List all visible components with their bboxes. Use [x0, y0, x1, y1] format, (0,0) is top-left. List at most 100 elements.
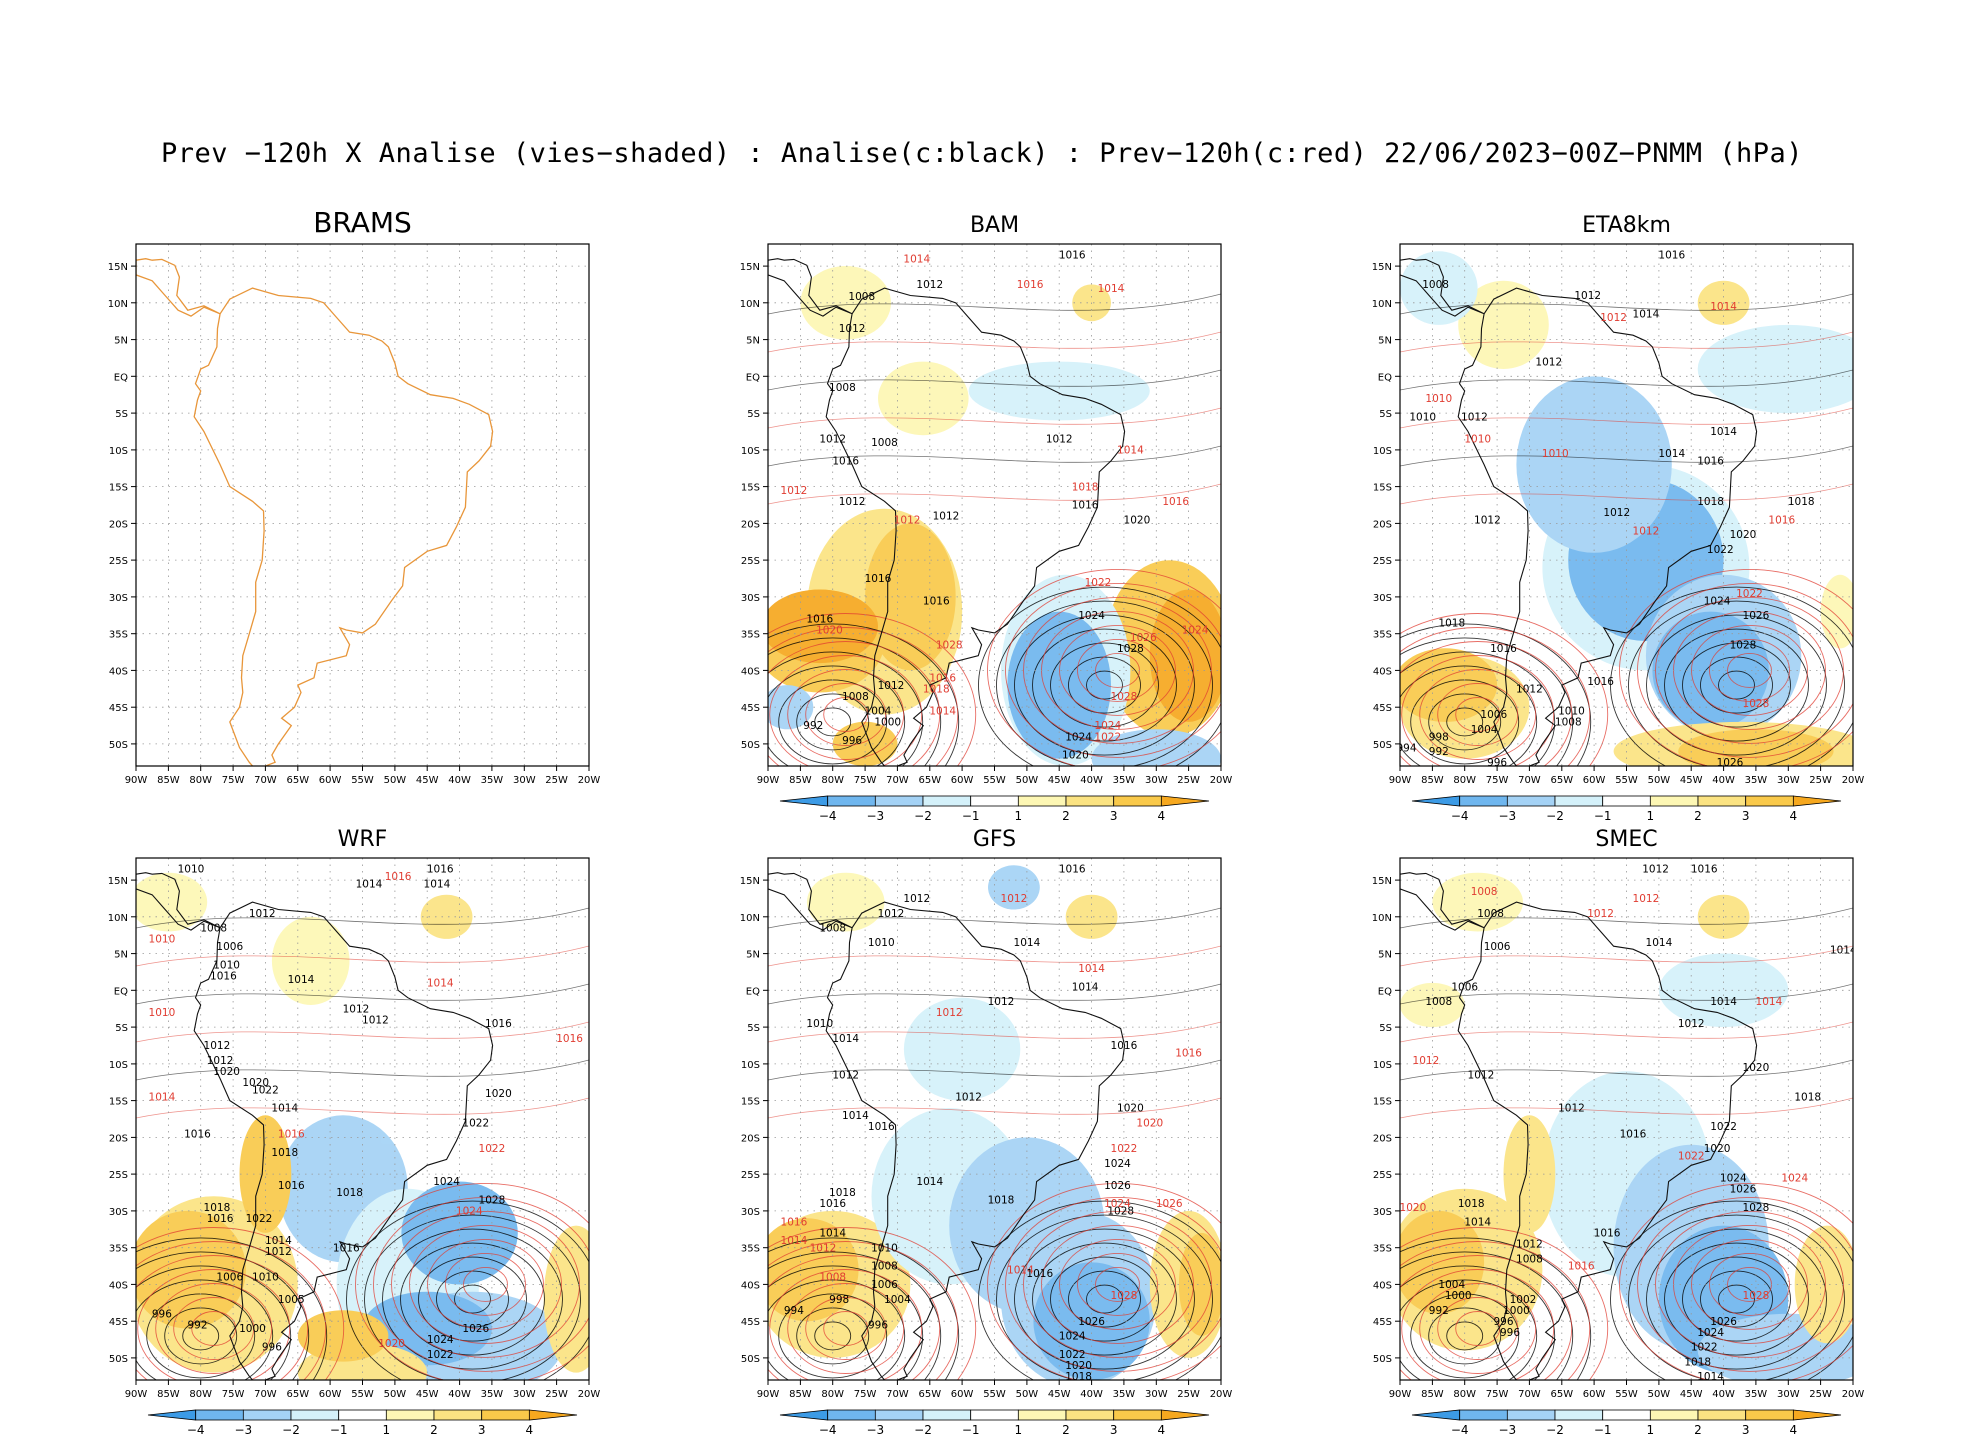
isobar-label: 1008: [200, 923, 227, 935]
colorbar-label: −2: [282, 1423, 300, 1436]
isobar: [1446, 1321, 1484, 1351]
y-tick-label: 20S: [109, 519, 128, 530]
isobar-label: 1010: [149, 934, 176, 946]
isobar: [1610, 1200, 1853, 1380]
isobar: [400, 1242, 545, 1356]
isobar-label: 998: [829, 1294, 849, 1306]
isobar-label: 1026: [1717, 757, 1744, 769]
isobar-label: 1012: [916, 279, 943, 291]
map-grid: [136, 858, 589, 1380]
colorbar-segment: [1160, 1409, 1210, 1421]
isobar-label: 1004: [865, 706, 892, 718]
isobar: [787, 1283, 905, 1374]
isobar-label: 1020: [1136, 1117, 1163, 1129]
isobar: [1664, 628, 1809, 742]
colorbar-segment: [874, 1409, 924, 1421]
isobar: [1718, 1284, 1755, 1314]
isobar-label: 1024: [1104, 1158, 1131, 1170]
x-tick-label: 75W: [222, 775, 245, 786]
isobar-label: 1010: [868, 937, 895, 949]
isobar-label: 1008: [1477, 908, 1504, 920]
map-layer: 1016101210121014101410141012100810101012…: [768, 858, 1221, 1380]
isobar-label: 1026: [1710, 1316, 1737, 1328]
isobar-label: 1014: [265, 1235, 292, 1247]
isobar: [768, 1279, 906, 1380]
x-tick-label: 45W: [1680, 1389, 1703, 1400]
isobar: [173, 1297, 255, 1360]
x-tick-label: 40W: [448, 1389, 471, 1400]
y-tick-label: 5S: [747, 409, 760, 420]
x-tick-label: 85W: [789, 1389, 812, 1400]
isobar-label: 1006: [1480, 709, 1507, 721]
x-tick-label: 80W: [189, 775, 212, 786]
isobar-label: 1016: [923, 595, 950, 607]
colorbar-segment: [1113, 1409, 1162, 1421]
isobar: [1400, 1265, 1556, 1380]
x-tick-label: 70W: [1518, 1389, 1541, 1400]
panel-title-eta8km: ETA8km: [1582, 213, 1671, 238]
isobar-label: 1014: [929, 706, 956, 718]
x-tick-label: 75W: [222, 1389, 245, 1400]
isobar: [978, 586, 1221, 766]
y-tick-label: 40S: [741, 1280, 760, 1291]
colorbar-segment: [1649, 795, 1699, 807]
bias-field: [768, 266, 1221, 766]
isobar-label: 1008: [829, 382, 856, 394]
colorbar-label: −3: [866, 809, 884, 823]
colorbar-segment: [1411, 795, 1461, 807]
isobar-label: 1026: [1104, 1180, 1131, 1192]
y-tick-label: 10N: [1372, 299, 1392, 310]
bias-region: [1820, 574, 1853, 649]
isobar: [136, 1255, 309, 1380]
y-tick-label: 50S: [1373, 740, 1392, 751]
isobar: [1086, 670, 1123, 700]
isobar-label: 1008: [1516, 1253, 1543, 1265]
isobar: [1400, 627, 1591, 766]
x-tick-label: 40W: [1080, 775, 1103, 786]
y-tick-label: EQ: [1378, 372, 1392, 383]
x-tick-label: 55W: [351, 1389, 374, 1400]
coastline-central-america: [768, 258, 853, 317]
isobar-label: 1014: [427, 978, 454, 990]
colorbar-label: 4: [1157, 809, 1165, 823]
isobar-label: 1022: [246, 1213, 273, 1225]
colorbar-segment: [290, 1409, 340, 1421]
isobar: [136, 1251, 310, 1380]
isobar-label: 1014: [1072, 981, 1099, 993]
colorbar-segment: [242, 1409, 292, 1421]
x-tick-label: 25W: [1177, 1389, 1200, 1400]
isobar-label: 1012: [204, 1040, 231, 1052]
isobar-label: 1016: [556, 1033, 583, 1045]
isobar-label: 1012: [1633, 893, 1660, 905]
isobar-label: 1026: [1156, 1198, 1183, 1210]
isobar: [1619, 1182, 1853, 1380]
isobar-label: 1012: [1603, 507, 1630, 519]
y-tick-label: 10N: [740, 913, 760, 924]
isobar: [1400, 983, 1853, 1005]
isobar-label: 1024: [1720, 1173, 1747, 1185]
colorbar-wrf: −4 −3 −2 −1 1 2 3 4: [147, 1409, 578, 1437]
isobar-label: 1018: [336, 1187, 363, 1199]
isobar-label: 1016: [1162, 496, 1189, 508]
isobar-label: 1012: [1535, 356, 1562, 368]
y-tick-label: 30S: [109, 1207, 128, 1218]
isobar-label: 1012: [1642, 864, 1669, 876]
colorbar-label: 2: [1694, 1423, 1702, 1436]
isobar: [805, 683, 887, 746]
y-tick-label: 40S: [109, 666, 128, 677]
isobar-label: 1028: [1743, 1202, 1770, 1214]
isobar-label: 1024: [1059, 1331, 1086, 1343]
isobar-label: 1022: [252, 1084, 279, 1096]
isobar: [768, 369, 1221, 391]
isobar: [1691, 1238, 1808, 1330]
isobar: [768, 293, 1221, 315]
isobar: [364, 1214, 581, 1380]
y-tick-label: 35S: [109, 630, 128, 641]
isobar-label: 1016: [819, 1198, 846, 1210]
x-tick-label: 50W: [1016, 1389, 1039, 1400]
bias-region: [768, 589, 878, 664]
isobar: [1014, 1228, 1195, 1370]
isobar: [1709, 1252, 1790, 1316]
y-tick-label: 20S: [1373, 1133, 1392, 1144]
isobar-label: 1014: [424, 878, 451, 890]
